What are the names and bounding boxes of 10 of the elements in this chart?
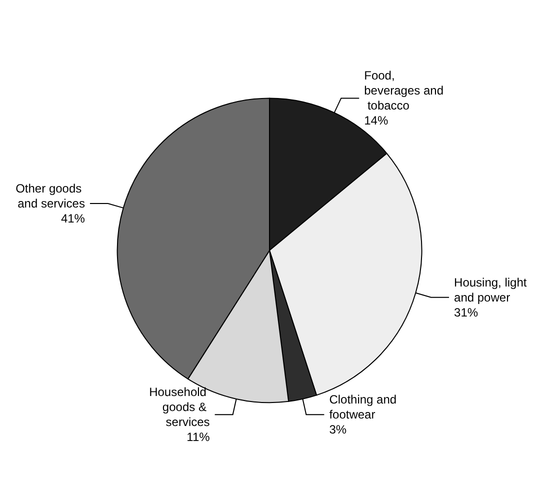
data-label: 41% [60,211,86,226]
data-label: 11% [186,430,210,444]
data-label: 14% [364,114,388,128]
slice-label: Clothing and footwear [329,392,400,422]
data-label: 31% [454,305,478,320]
data-label: 3% [329,422,347,437]
slice-label: Housing, light and power [454,275,530,304]
slice-label: Other goods and services [16,181,85,210]
slice-label: Food, beverages and tobacco [364,68,444,113]
slice-label: Household goods & services [149,385,210,430]
